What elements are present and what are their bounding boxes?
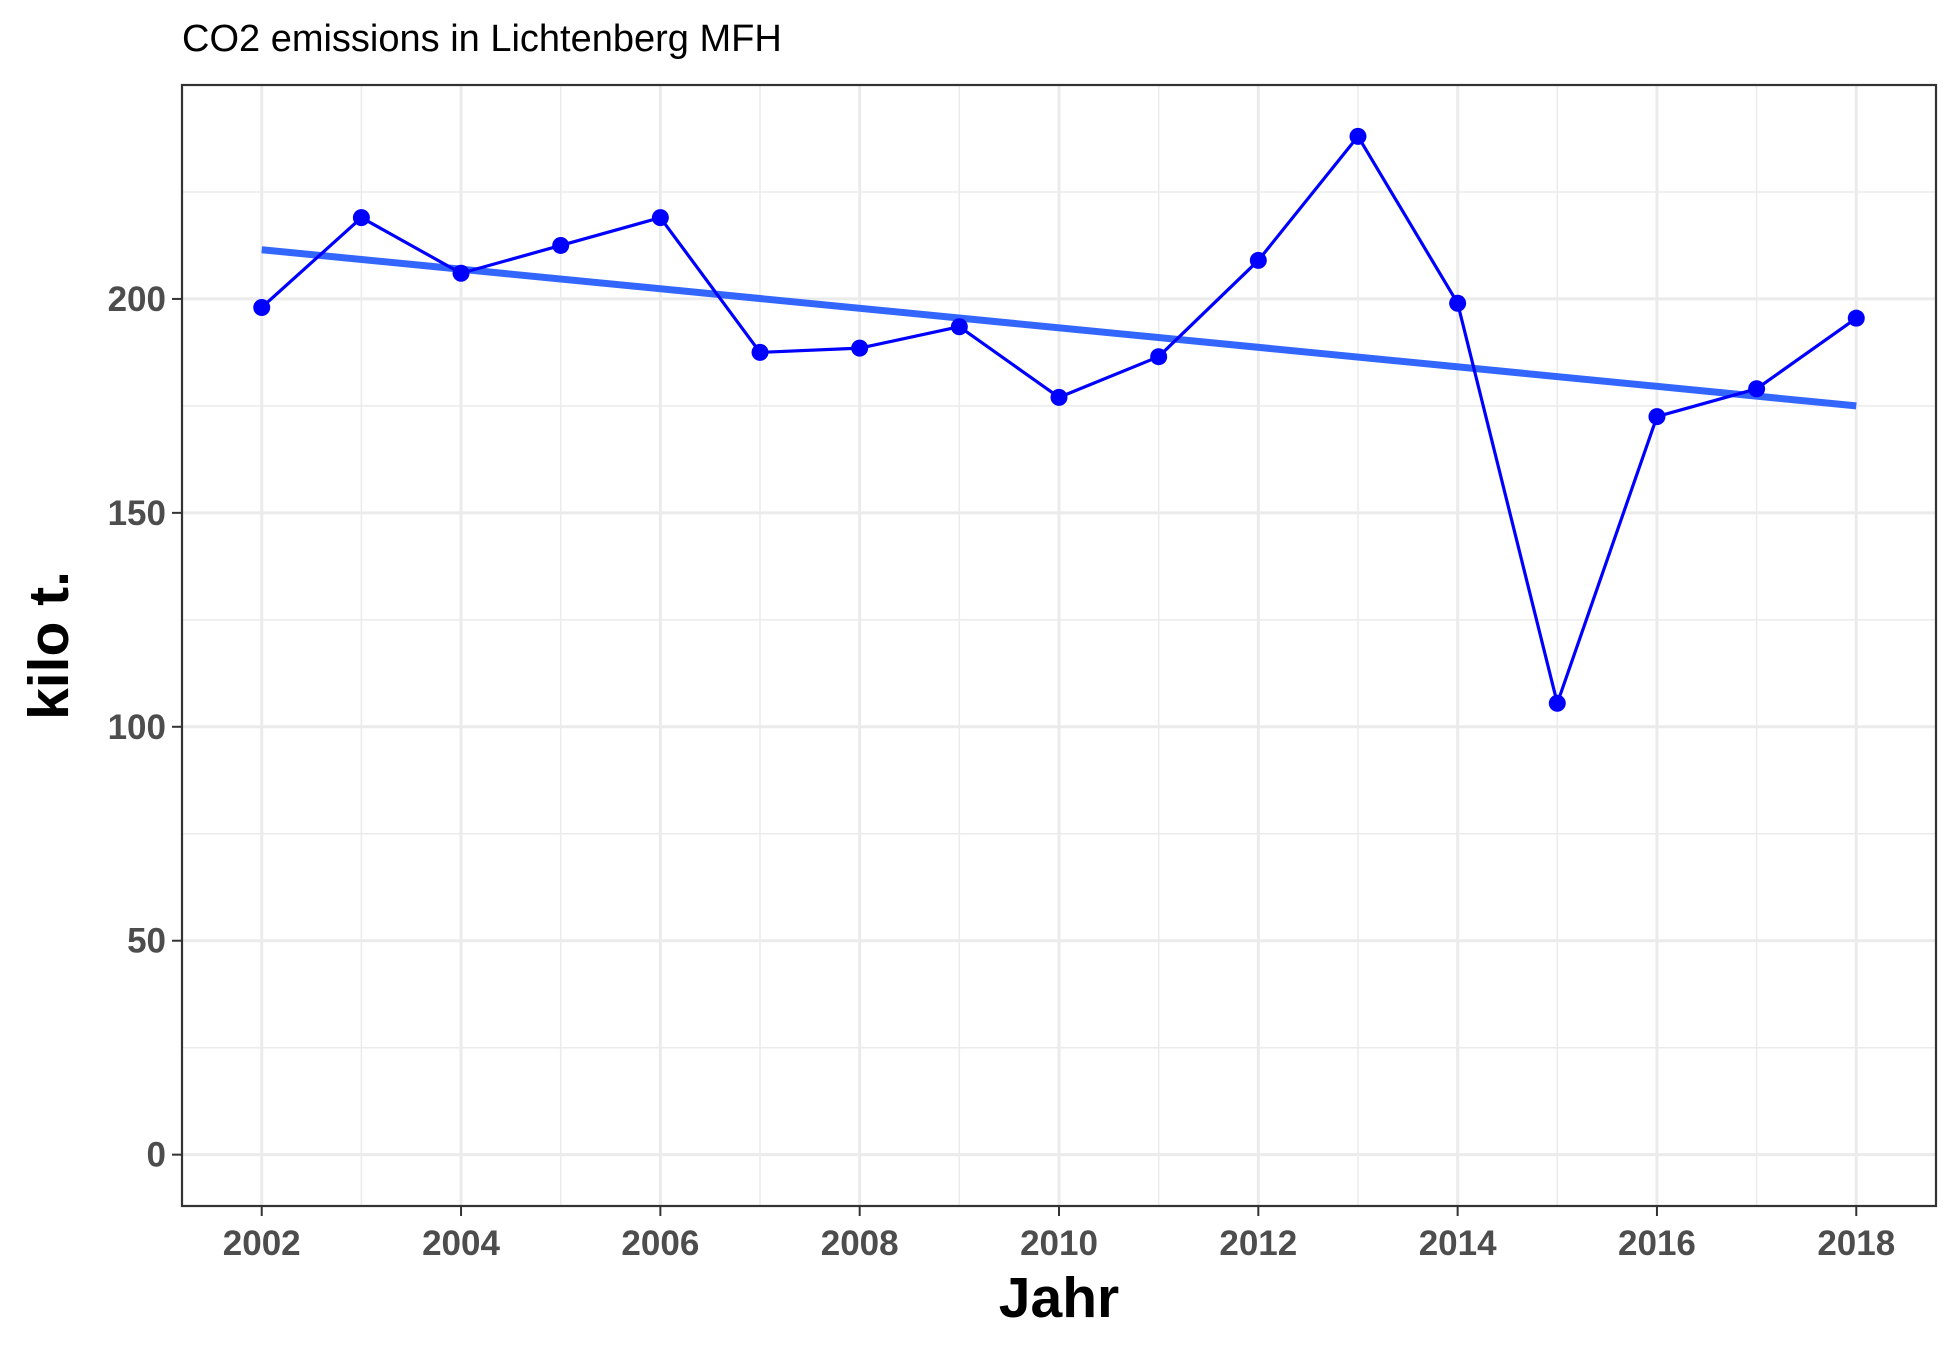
data-point-2004 [452,264,470,282]
x-tick-label: 2002 [223,1224,301,1263]
y-tick-label: 150 [108,494,166,533]
data-point-2007 [751,343,769,361]
data-point-2002 [253,298,271,316]
data-point-2012 [1249,251,1267,269]
data-point-2011 [1150,348,1168,366]
x-axis-title: Jahr [999,1266,1119,1330]
x-tick-label: 2010 [1020,1224,1098,1263]
data-point-2018 [1847,309,1865,327]
x-tick-label: 2004 [422,1224,500,1263]
data-point-2003 [352,209,370,227]
x-tick-label: 2008 [821,1224,899,1263]
x-tick-label: 2012 [1219,1224,1297,1263]
data-point-2017 [1748,380,1766,398]
y-axis-title: kilo t. [17,571,81,720]
y-tick-label: 100 [108,708,166,747]
y-tick-label: 50 [127,922,166,961]
data-point-2014 [1449,294,1467,312]
series-group [253,127,1865,712]
data-point-2006 [651,209,669,227]
trend-line [261,246,1857,410]
y-tick-label: 200 [108,280,166,319]
data-point-2005 [552,236,570,254]
data-point-2013 [1349,127,1367,145]
chart-title: CO2 emissions in Lichtenberg MFH [182,18,782,60]
tick-marks [172,297,1858,1216]
x-tick-label: 2016 [1618,1224,1696,1263]
data-point-2016 [1648,408,1666,426]
trend-line-group [261,246,1857,410]
x-tick-label: 2006 [621,1224,699,1263]
data-point-2015 [1548,694,1566,712]
grid-lines [182,85,1936,1206]
data-point-2010 [1050,388,1068,406]
y-tick-label: 0 [147,1136,166,1175]
x-tick-label: 2018 [1817,1224,1895,1263]
data-point-2009 [950,318,968,336]
x-tick-label: 2014 [1419,1224,1497,1263]
tick-labels: 2002 2004 2006 2008 2010 2012 2014 2016 2018 0 50 1… [108,280,1896,1263]
data-point-2008 [851,339,869,357]
